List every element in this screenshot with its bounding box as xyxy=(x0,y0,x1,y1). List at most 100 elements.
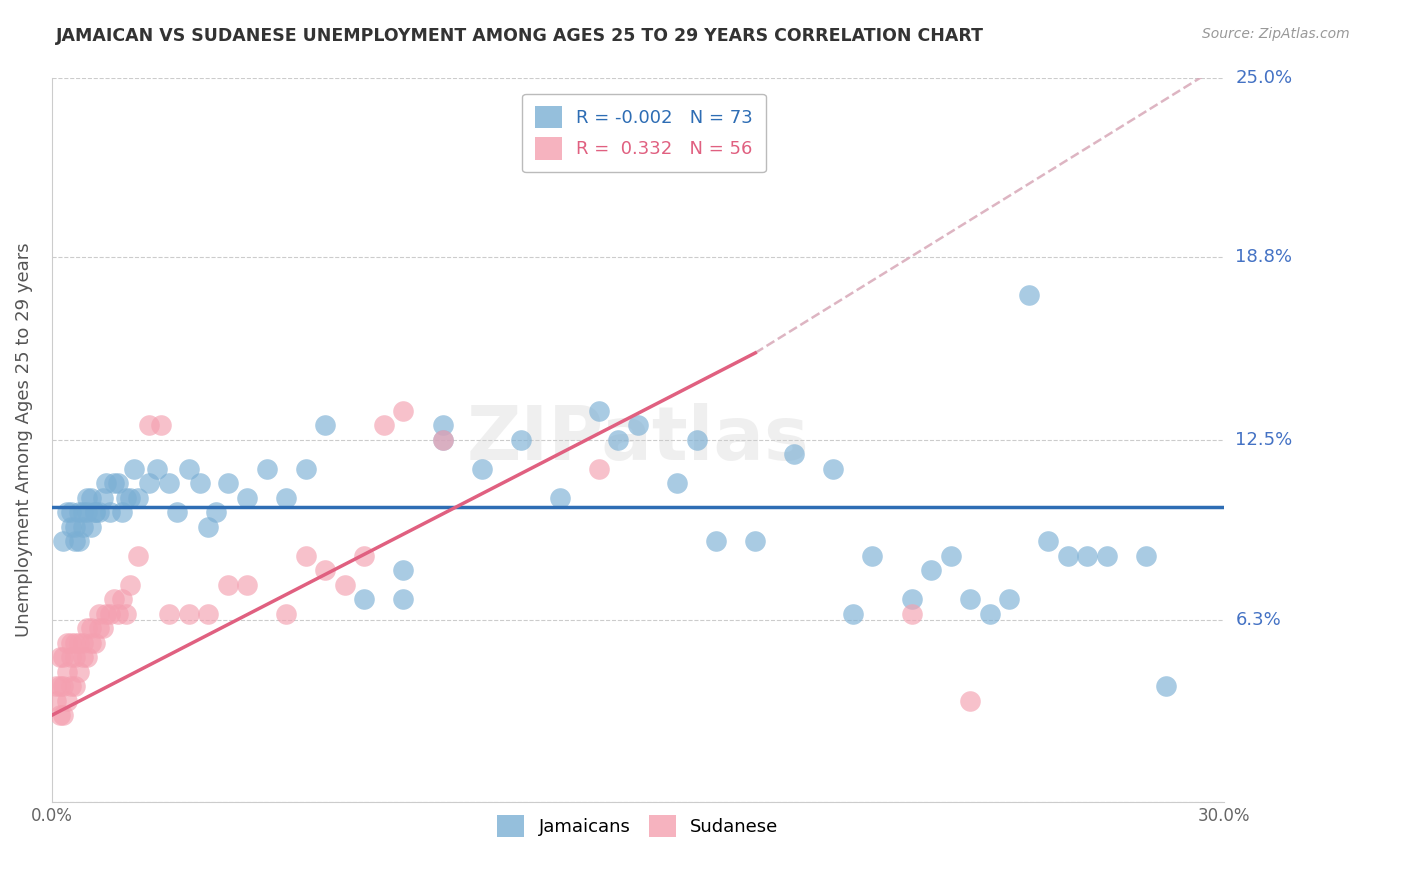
Point xyxy=(48,708,70,723)
Point xyxy=(823,462,845,476)
Point xyxy=(122,462,145,476)
Point xyxy=(744,534,766,549)
Point xyxy=(60,505,83,519)
Point xyxy=(103,592,125,607)
Point xyxy=(83,505,105,519)
Point xyxy=(80,491,103,505)
Point xyxy=(509,433,531,447)
Point xyxy=(392,563,415,577)
Text: 6.3%: 6.3% xyxy=(1236,611,1281,629)
Point xyxy=(157,476,180,491)
Point xyxy=(60,636,83,650)
Point xyxy=(314,563,336,577)
Point xyxy=(80,621,103,635)
Point xyxy=(188,476,211,491)
Point xyxy=(432,418,454,433)
Point xyxy=(63,636,86,650)
Point xyxy=(67,636,90,650)
Point xyxy=(80,520,103,534)
Point xyxy=(1076,549,1098,563)
Point xyxy=(111,592,134,607)
Point xyxy=(115,607,138,621)
Point xyxy=(1018,288,1040,302)
Point xyxy=(939,549,962,563)
Point xyxy=(83,636,105,650)
Point xyxy=(72,505,94,519)
Point xyxy=(294,462,316,476)
Point xyxy=(177,607,200,621)
Point xyxy=(588,404,610,418)
Point xyxy=(100,505,122,519)
Point xyxy=(548,128,571,143)
Point xyxy=(87,607,110,621)
Point xyxy=(96,607,118,621)
Point xyxy=(314,418,336,433)
Point xyxy=(627,418,650,433)
Point xyxy=(842,607,865,621)
Point xyxy=(205,505,228,519)
Point xyxy=(91,491,114,505)
Point xyxy=(138,476,160,491)
Point xyxy=(127,549,149,563)
Point xyxy=(1135,549,1157,563)
Point xyxy=(157,607,180,621)
Point xyxy=(666,476,689,491)
Point xyxy=(704,534,727,549)
Point xyxy=(353,592,375,607)
Point xyxy=(979,607,1001,621)
Point xyxy=(392,592,415,607)
Point xyxy=(138,418,160,433)
Point xyxy=(76,621,98,635)
Point xyxy=(87,505,110,519)
Point xyxy=(87,621,110,635)
Point xyxy=(60,679,83,693)
Point xyxy=(52,534,75,549)
Point xyxy=(48,650,70,665)
Point xyxy=(353,549,375,563)
Point xyxy=(166,505,188,519)
Point xyxy=(783,447,806,461)
Point xyxy=(45,694,67,708)
Text: JAMAICAN VS SUDANESE UNEMPLOYMENT AMONG AGES 25 TO 29 YEARS CORRELATION CHART: JAMAICAN VS SUDANESE UNEMPLOYMENT AMONG … xyxy=(56,27,984,45)
Point xyxy=(177,462,200,476)
Point xyxy=(236,491,259,505)
Point xyxy=(115,491,138,505)
Text: 25.0%: 25.0% xyxy=(1236,69,1292,87)
Point xyxy=(685,433,707,447)
Text: ZIPatlas: ZIPatlas xyxy=(467,403,810,476)
Point xyxy=(76,650,98,665)
Point xyxy=(197,607,219,621)
Point xyxy=(127,491,149,505)
Point xyxy=(67,534,90,549)
Point xyxy=(52,650,75,665)
Point xyxy=(432,433,454,447)
Point xyxy=(471,462,494,476)
Point xyxy=(862,549,884,563)
Y-axis label: Unemployment Among Ages 25 to 29 years: Unemployment Among Ages 25 to 29 years xyxy=(15,243,32,637)
Point xyxy=(63,679,86,693)
Point xyxy=(67,665,90,679)
Point xyxy=(103,476,125,491)
Point xyxy=(80,636,103,650)
Text: 12.5%: 12.5% xyxy=(1236,431,1292,449)
Point xyxy=(63,534,86,549)
Point xyxy=(63,520,86,534)
Point xyxy=(91,621,114,635)
Point xyxy=(118,578,141,592)
Point xyxy=(67,505,90,519)
Point xyxy=(294,549,316,563)
Point xyxy=(72,636,94,650)
Point xyxy=(1057,549,1080,563)
Point xyxy=(900,592,922,607)
Point xyxy=(52,679,75,693)
Point xyxy=(56,505,79,519)
Point xyxy=(236,578,259,592)
Point xyxy=(1154,679,1177,693)
Point xyxy=(118,491,141,505)
Text: 18.8%: 18.8% xyxy=(1236,248,1292,266)
Point xyxy=(432,433,454,447)
Point xyxy=(1038,534,1060,549)
Point xyxy=(107,476,129,491)
Point xyxy=(76,505,98,519)
Point xyxy=(920,563,942,577)
